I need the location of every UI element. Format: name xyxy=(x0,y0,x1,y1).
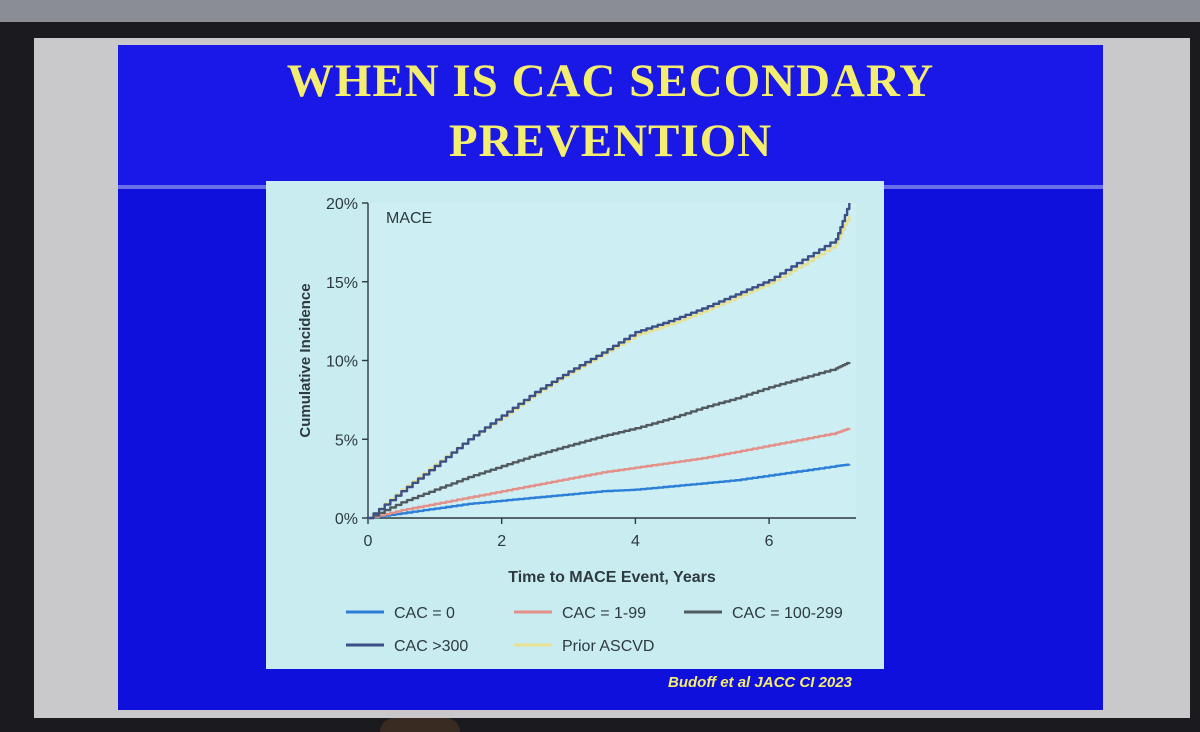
chart-axes: 0% 5% 10% 15% 20% 0 2 4 6 Time to MACE Event, Yea… xyxy=(297,196,856,586)
legend-label-cac-1-99: CAC = 1-99 xyxy=(562,605,646,622)
series-line-cac-0 xyxy=(368,463,851,520)
slide: WHEN IS CAC SECONDARY PREVENTION 0% 5% 10%… xyxy=(118,45,1103,710)
chart-panel: 0% 5% 10% 15% 20% 0 2 4 6 Time to MACE Event, Yea… xyxy=(266,181,884,669)
x-tick-label: 4 xyxy=(631,533,640,550)
series-line-cac-1-99 xyxy=(368,427,851,520)
audience-head xyxy=(380,718,460,732)
x-tick-label: 2 xyxy=(497,533,506,550)
slide-title: WHEN IS CAC SECONDARY PREVENTION xyxy=(118,51,1103,171)
x-tick-label: 0 xyxy=(364,533,373,550)
panel-label: MACE xyxy=(386,210,432,227)
series-line-cac-100-299 xyxy=(368,361,851,520)
y-tick-label: 10% xyxy=(326,354,358,371)
y-tick-label: 0% xyxy=(335,511,358,528)
title-band: WHEN IS CAC SECONDARY PREVENTION xyxy=(118,45,1103,189)
series-line-cac-300 xyxy=(368,203,851,520)
citation: Budoff et al JACC CI 2023 xyxy=(668,674,852,691)
y-tick-label: 15% xyxy=(326,275,358,292)
y-axis-title: Cumulative Incidence xyxy=(297,283,314,437)
y-tick-label: 5% xyxy=(335,432,358,449)
room-background xyxy=(0,0,1200,22)
chart-series xyxy=(368,203,851,520)
legend-label-cac-100-299: CAC = 100-299 xyxy=(732,605,843,622)
legend-label-cac-300: CAC >300 xyxy=(394,638,468,655)
legend-label-prior-ascvd: Prior ASCVD xyxy=(562,638,654,655)
slide-title-line-2: PREVENTION xyxy=(448,115,773,167)
chart-legend: CAC = 0 CAC = 1-99 CAC = 100-299 CAC >300 Pr… xyxy=(346,605,843,655)
y-tick-label: 20% xyxy=(326,196,358,213)
slide-title-line-1: WHEN IS CAC SECONDARY xyxy=(286,55,935,107)
legend-label-cac-0: CAC = 0 xyxy=(394,605,455,622)
mace-chart: 0% 5% 10% 15% 20% 0 2 4 6 Time to MACE Event, Yea… xyxy=(297,196,856,655)
x-axis-title: Time to MACE Event, Years xyxy=(508,569,716,586)
plot-area xyxy=(368,203,856,518)
x-tick-label: 6 xyxy=(765,533,774,550)
